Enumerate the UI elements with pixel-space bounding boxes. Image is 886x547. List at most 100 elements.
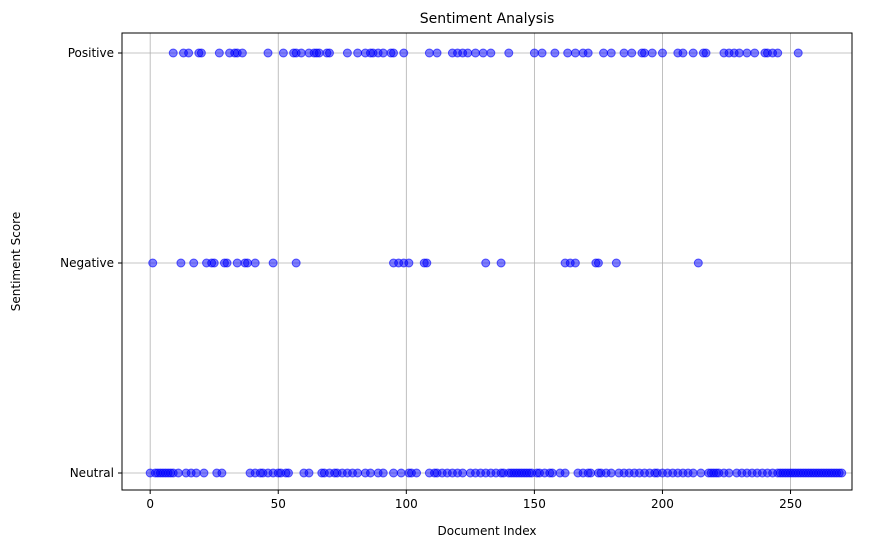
data-point [263,48,273,58]
data-point [486,48,496,58]
data-point [173,468,183,478]
data-point [640,48,650,58]
data-point [458,468,468,478]
data-point [291,258,301,268]
data-point [191,468,201,478]
data-point [176,258,186,268]
data-point [586,468,596,478]
y-tick-label: Positive [68,46,114,60]
data-point [478,48,488,58]
data-point [724,468,734,478]
data-point [599,48,609,58]
x-tick-label: 50 [271,497,286,511]
data-point [593,258,603,268]
chart-title: Sentiment Analysis [420,11,555,27]
data-point [657,48,667,58]
data-point [168,48,178,58]
data-point [389,468,399,478]
data-point [693,258,703,268]
data-point [283,468,293,478]
data-point [750,48,760,58]
x-axis-label: Document Index [437,524,536,538]
data-point [378,48,388,58]
data-point [678,48,688,58]
data-point [243,258,253,268]
data-point [196,48,206,58]
x-tick-label: 200 [651,497,674,511]
data-point [734,48,744,58]
data-point [570,48,580,58]
data-point [214,48,224,58]
data-point [696,468,706,478]
x-tick-label: 100 [395,497,418,511]
data-point [278,48,288,58]
data-point [627,48,637,58]
x-axis-ticks: 0 50 100 150 200 250 [146,490,802,511]
x-tick-label: 0 [146,497,154,511]
data-point [396,468,406,478]
data-point [237,48,247,58]
data-point [837,468,847,478]
data-point [378,468,388,478]
data-point [606,468,616,478]
data-point [389,48,399,58]
data-point [560,468,570,478]
y-tick-label: Negative [60,256,114,270]
data-point [647,48,657,58]
data-point [148,258,158,268]
data-point [529,48,539,58]
data-point [504,48,514,58]
data-point [563,48,573,58]
data-point [424,48,434,58]
data-point [232,258,242,268]
data-point [773,48,783,58]
data-point [209,258,219,268]
data-point [619,48,629,58]
data-point [701,48,711,58]
data-point [537,48,547,58]
data-point [324,48,334,58]
data-point [217,468,227,478]
data-point [365,468,375,478]
data-point [422,258,432,268]
data-point [353,48,363,58]
data-point [432,48,442,58]
data-point [399,48,409,58]
y-tick-label: Neutral [70,466,114,480]
data-point [222,258,232,268]
y-axis-label: Sentiment Score [9,212,23,311]
data-point [304,468,314,478]
data-point [463,48,473,58]
data-point [404,258,414,268]
data-point [742,48,752,58]
x-tick-label: 250 [779,497,802,511]
data-point [496,258,506,268]
data-point [611,258,621,268]
data-point [268,258,278,268]
data-point [184,48,194,58]
y-axis-ticks: Neutral Negative Positive [60,46,122,480]
data-point [314,48,324,58]
data-point [199,468,209,478]
data-point [547,468,557,478]
data-point [550,48,560,58]
data-point [583,48,593,58]
data-point [353,468,363,478]
data-point [189,258,199,268]
data-point [250,258,260,268]
x-tick-label: 150 [523,497,546,511]
data-point [470,48,480,58]
data-point [793,48,803,58]
plot-area-frame [121,32,853,491]
data-point [606,48,616,58]
data-point [296,48,306,58]
data-point [688,48,698,58]
data-point [570,258,580,268]
data-point [412,468,422,478]
data-points [145,48,847,478]
data-point [342,48,352,58]
data-point [688,468,698,478]
